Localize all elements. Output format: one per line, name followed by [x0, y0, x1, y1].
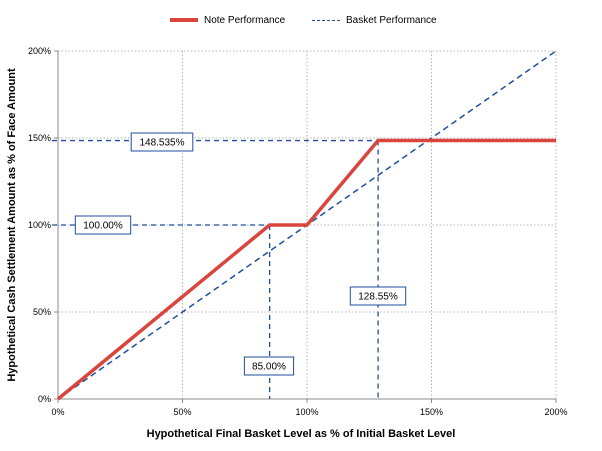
- x-tick-label: 150%: [420, 407, 443, 417]
- annotation-box: [349, 286, 407, 306]
- annotation-label: 85.00%: [252, 362, 286, 373]
- legend-swatch-note: [170, 18, 198, 22]
- y-tick-label: 150%: [28, 133, 51, 143]
- legend-item-basket: Basket Performance: [312, 10, 437, 30]
- y-tick-label: 100%: [28, 220, 51, 230]
- x-tick-label: 50%: [173, 407, 191, 417]
- legend-label-basket: Basket Performance: [346, 14, 437, 26]
- x-tick-label: 0%: [51, 407, 64, 417]
- x-tick-label: 100%: [295, 407, 318, 417]
- legend-swatch-basket: [312, 19, 340, 21]
- x-axis-label: Hypothetical Final Basket Level as % of …: [146, 428, 456, 440]
- legend-item-note: Note Performance: [170, 10, 285, 30]
- y-axis-label: Hypothetical Cash Settlement Amount as %…: [6, 68, 18, 382]
- legend-label-note: Note Performance: [204, 14, 286, 26]
- annotation-label: 148.535%: [139, 138, 184, 149]
- annotation-label: 100.00%: [83, 221, 123, 232]
- chart-legend: Note Performance Basket Performance: [0, 10, 602, 30]
- annotation-box: [74, 215, 132, 235]
- y-tick-label: 0%: [38, 394, 51, 404]
- series-line-note-performance: [56, 138, 556, 401]
- y-tick-label: 200%: [28, 46, 51, 56]
- y-tick-label: 50%: [33, 307, 51, 317]
- annotation-box: [243, 356, 295, 376]
- annotation-box: [130, 132, 194, 152]
- annotation-label: 128.55%: [358, 292, 398, 303]
- x-tick-label: 200%: [544, 407, 567, 417]
